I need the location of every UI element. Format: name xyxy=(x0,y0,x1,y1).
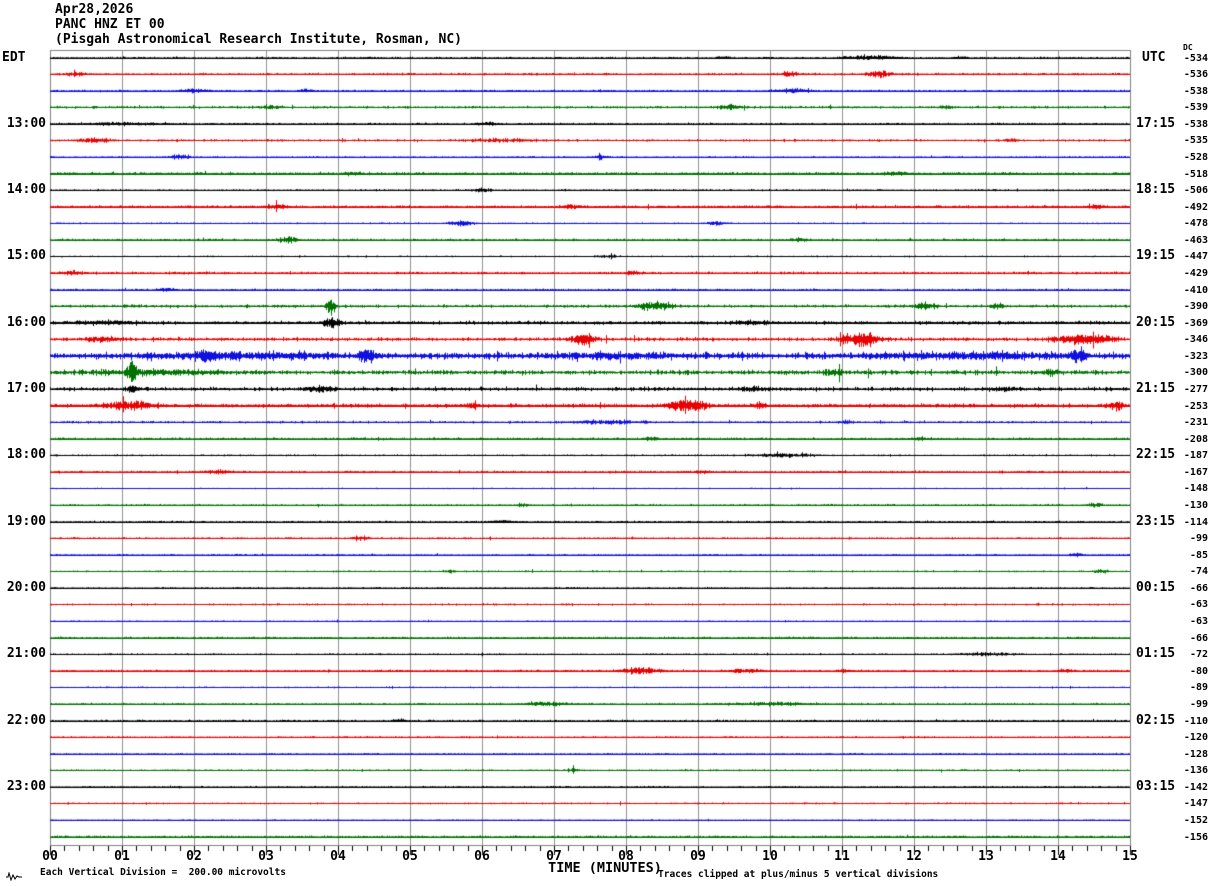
utc-hour-label: 17:15 xyxy=(1136,115,1176,131)
dc-offset-value: -89 xyxy=(1189,682,1208,694)
dc-offset-value: -538 xyxy=(1183,118,1208,130)
dc-offset-value: -390 xyxy=(1183,301,1208,313)
dc-offset-value: -535 xyxy=(1183,135,1208,147)
dc-offset-value: -74 xyxy=(1189,566,1208,578)
dc-offset-value: -63 xyxy=(1189,599,1208,611)
dc-offset-value: -147 xyxy=(1183,798,1208,810)
microvolt-squiggle-icon xyxy=(6,872,22,881)
dc-offset-value: -99 xyxy=(1189,533,1208,545)
dc-offset-value: -429 xyxy=(1183,267,1208,279)
dc-offset-value: -63 xyxy=(1189,616,1208,628)
dc-offset-value: -528 xyxy=(1183,151,1208,163)
dc-offset-value: -156 xyxy=(1183,831,1208,843)
edt-hour-label: 13:00 xyxy=(6,115,46,131)
dc-offset-value: -369 xyxy=(1183,317,1208,329)
edt-hour-label: 19:00 xyxy=(6,513,46,529)
x-axis-tick-label: 14 xyxy=(1050,849,1066,864)
dc-offset-value: -128 xyxy=(1183,748,1208,760)
utc-hour-label: 21:15 xyxy=(1136,381,1176,396)
dc-offset-value: -539 xyxy=(1183,102,1208,114)
dc-offset-value: -66 xyxy=(1189,632,1208,644)
edt-hour-label: 18:00 xyxy=(6,447,46,463)
utc-hour-label: 00:15 xyxy=(1136,579,1176,595)
dc-offset-value: -72 xyxy=(1189,649,1208,661)
edt-hour-label: 20:00 xyxy=(6,579,46,595)
utc-hour-label: 18:15 xyxy=(1136,182,1176,198)
x-axis-tick-label: 08 xyxy=(618,849,634,864)
dc-offset-value: -447 xyxy=(1183,251,1208,263)
clipping-note: Traces clipped at plus/minus 5 vertical … xyxy=(658,869,939,880)
edt-hour-label: 15:00 xyxy=(6,248,46,264)
x-axis-tick-label: 15 xyxy=(1122,849,1138,864)
dc-offset-value: -277 xyxy=(1183,384,1208,395)
x-axis-title: TIME (MINUTES) xyxy=(548,860,662,876)
dc-offset-value: -536 xyxy=(1183,69,1208,81)
edt-hour-label: 23:00 xyxy=(6,778,46,794)
dc-offset-value: -300 xyxy=(1183,367,1208,379)
utc-hour-label: 20:15 xyxy=(1136,314,1176,330)
edt-hour-label: 14:00 xyxy=(6,182,46,198)
x-axis-tick-label: 05 xyxy=(402,849,418,864)
dc-offset-value: -85 xyxy=(1189,549,1208,561)
dc-offset-value: -148 xyxy=(1183,483,1208,495)
dc-offset-value: -492 xyxy=(1183,201,1208,213)
dc-offset-value: -208 xyxy=(1183,433,1208,445)
x-axis-tick-label: 01 xyxy=(114,849,130,864)
dc-offset-value: -518 xyxy=(1183,168,1208,180)
edt-hour-label: 21:00 xyxy=(6,646,46,662)
x-axis-tick-label: 07 xyxy=(546,849,562,864)
dc-offset-value: -506 xyxy=(1183,185,1208,197)
utc-hour-label: 03:15 xyxy=(1136,778,1176,794)
dc-offset-value: -463 xyxy=(1183,234,1208,246)
x-axis-tick-label: 03 xyxy=(258,849,274,864)
edt-hour-label: 16:00 xyxy=(6,314,46,330)
dc-offset-value: -167 xyxy=(1183,466,1208,478)
dc-offset-value: -253 xyxy=(1183,400,1208,412)
x-axis-tick-label: 11 xyxy=(834,849,850,864)
dc-offset-value: -142 xyxy=(1183,781,1208,793)
utc-hour-label: 01:15 xyxy=(1136,646,1176,662)
dc-offset-value: -538 xyxy=(1183,85,1208,97)
x-axis-tick-label: 10 xyxy=(762,849,778,864)
dc-offset-value: -99 xyxy=(1189,698,1208,710)
vertical-division-note: Each Vertical Division = 200.00 microvol… xyxy=(40,867,286,878)
dc-offset-value: -346 xyxy=(1183,334,1208,346)
x-axis-tick-label: 04 xyxy=(330,849,346,864)
dc-offset-value: -130 xyxy=(1183,500,1208,512)
edt-hour-label: 17:00 xyxy=(6,381,46,396)
dc-offset-value: -114 xyxy=(1183,516,1208,528)
dc-offset-value: -80 xyxy=(1189,665,1208,677)
x-axis-tick-label: 00 xyxy=(42,849,58,864)
dc-offset-value: -66 xyxy=(1189,582,1208,594)
dc-offset-value: -410 xyxy=(1183,284,1208,296)
edt-hour-label: 22:00 xyxy=(6,712,46,728)
x-axis-tick-label: 09 xyxy=(690,849,706,864)
utc-hour-label: 22:15 xyxy=(1136,447,1176,463)
dc-offset-value: -478 xyxy=(1183,218,1208,230)
x-axis-tick-label: 02 xyxy=(186,849,202,864)
dc-offset-value: -231 xyxy=(1183,417,1208,429)
dc-offset-value: -534 xyxy=(1183,52,1208,64)
dc-offset-value: -187 xyxy=(1183,450,1208,462)
utc-hour-label: 19:15 xyxy=(1136,248,1176,264)
utc-hour-label: 02:15 xyxy=(1136,712,1176,728)
x-axis-tick-label: 12 xyxy=(906,849,922,864)
dc-offset-value: -110 xyxy=(1183,715,1208,727)
utc-hour-label: 23:15 xyxy=(1136,513,1176,529)
dc-offset-value: -136 xyxy=(1183,765,1208,777)
dc-offset-value: -152 xyxy=(1183,814,1208,826)
dc-offset-value: -120 xyxy=(1183,732,1208,744)
dc-offset-value: -323 xyxy=(1183,350,1208,362)
x-axis-tick-label: 06 xyxy=(474,849,490,864)
x-axis-tick-label: 13 xyxy=(978,849,994,864)
